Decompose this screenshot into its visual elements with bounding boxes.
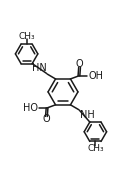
Text: CH₃: CH₃ (87, 144, 104, 153)
Text: CH₃: CH₃ (18, 32, 35, 41)
Text: NH: NH (80, 110, 94, 120)
Text: HO: HO (23, 103, 38, 113)
Text: HN: HN (32, 63, 46, 73)
Text: O: O (43, 114, 50, 124)
Text: O: O (76, 59, 83, 69)
Text: OH: OH (88, 71, 103, 81)
